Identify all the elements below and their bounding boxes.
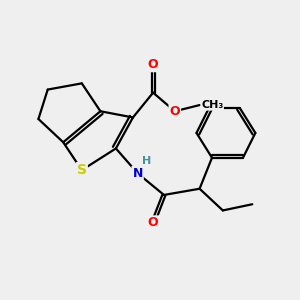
- Text: O: O: [148, 216, 158, 229]
- Text: O: O: [148, 58, 158, 71]
- Text: S: S: [77, 163, 87, 177]
- Text: CH₃: CH₃: [201, 100, 224, 110]
- Text: H: H: [142, 157, 151, 166]
- Text: O: O: [169, 105, 180, 118]
- Text: N: N: [132, 167, 143, 180]
